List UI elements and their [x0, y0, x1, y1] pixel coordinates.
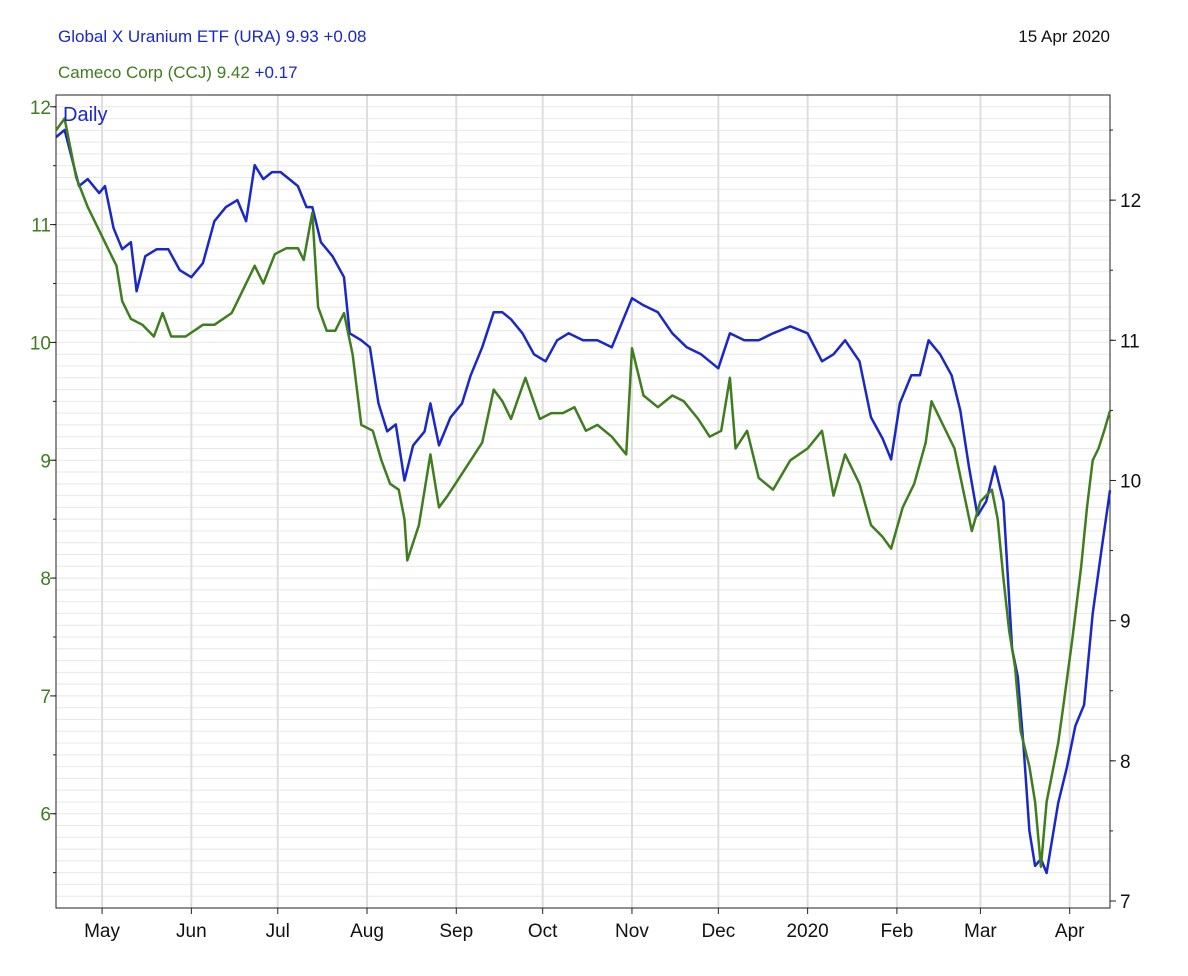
right-tick-label: 10	[1120, 471, 1141, 492]
legend-ura-change: +0.08	[323, 27, 367, 46]
left-axis: 6 7 8 9 10 11 12	[30, 98, 56, 874]
x-tick-label: 2020	[786, 921, 828, 942]
right-tick-label: 12	[1120, 191, 1141, 212]
chart-grid	[56, 94, 1110, 908]
left-tick-label: 12	[30, 98, 51, 119]
left-tick-label: 10	[30, 333, 51, 354]
x-tick-label: Oct	[528, 921, 558, 942]
legend-ura-name: Global X Uranium ETF (URA)	[58, 27, 281, 46]
left-tick-label: 6	[40, 805, 51, 826]
x-tick-label: Dec	[701, 921, 735, 942]
legend-ura-value: 9.93	[285, 27, 319, 46]
x-tick-label: Jul	[266, 921, 290, 942]
right-axis: 7 8 9 10 11 12	[1110, 129, 1141, 913]
legend-ccj: Cameco Corp (CCJ) 9.42 +0.17	[58, 63, 298, 83]
right-tick-label: 7	[1120, 892, 1131, 913]
x-tick-label: May	[84, 921, 120, 942]
x-tick-label: Apr	[1055, 921, 1085, 942]
series-line-ccj	[54, 117, 1112, 869]
series-line-ura	[55, 128, 1112, 875]
x-tick-label: Sep	[439, 921, 473, 942]
x-tick-label: Mar	[964, 921, 997, 942]
x-axis: May Jun Jul Aug Sep Oct Nov Dec 2020 Feb Mar Apr	[84, 908, 1085, 942]
legend-ccj-name: Cameco Corp (CCJ)	[58, 63, 212, 82]
chart-date: 15 Apr 2020	[1018, 27, 1110, 46]
x-tick-label: Jun	[176, 921, 207, 942]
right-tick-label: 9	[1120, 612, 1131, 633]
x-tick-label: Feb	[881, 921, 914, 942]
legend-ccj-value: 9.42	[216, 63, 250, 82]
x-tick-label: Aug	[350, 921, 384, 942]
legend-ura: Global X Uranium ETF (URA) 9.93 +0.08	[58, 27, 367, 47]
x-tick-label: Nov	[615, 921, 649, 942]
plot-frame	[55, 94, 1111, 909]
series-lines	[54, 117, 1112, 875]
left-tick-label: 8	[40, 569, 51, 590]
legend-ccj-change: +0.17	[254, 63, 298, 82]
left-tick-label: 11	[31, 216, 51, 237]
right-tick-label: 11	[1120, 331, 1140, 352]
left-tick-label: 9	[40, 451, 51, 472]
left-tick-label: 7	[40, 687, 51, 708]
period-label: Daily	[63, 104, 107, 126]
right-tick-label: 8	[1120, 752, 1131, 773]
